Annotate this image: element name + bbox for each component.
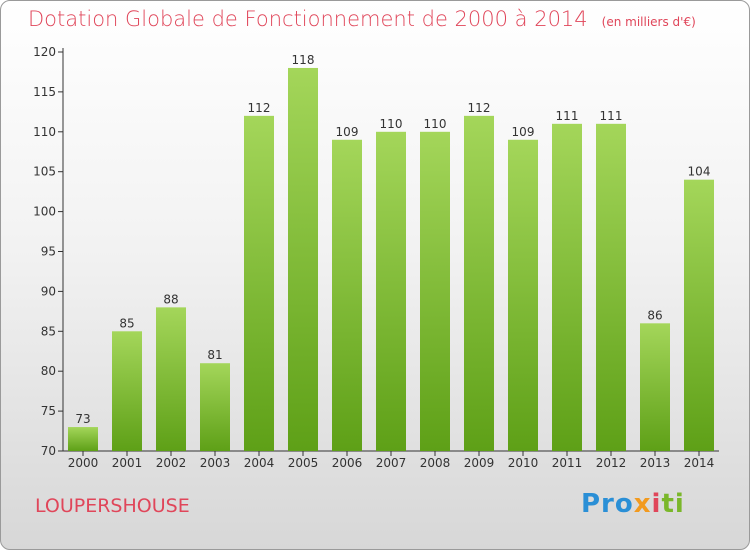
x-tick-label: 2004 [244,456,275,470]
bar-value-label: 104 [688,165,711,179]
bar-value-label: 85 [119,316,134,330]
x-tick-label: 2009 [464,456,495,470]
bar [156,307,186,451]
bar-value-label: 86 [647,308,662,322]
bar-value-label: 111 [556,109,579,123]
y-tick-label: 80 [41,364,56,378]
bar-value-label: 81 [207,348,222,362]
bar [464,115,494,451]
bar [640,323,670,451]
bar [508,139,538,451]
x-tick-label: 2013 [640,456,671,470]
bar-value-label: 73 [75,412,90,426]
x-tick-label: 2005 [288,456,319,470]
y-tick-label: 85 [41,324,56,338]
bar [420,131,450,452]
bar-value-label: 110 [424,117,447,131]
bar-value-label: 110 [380,117,403,131]
bar [332,139,362,451]
bar [244,115,274,451]
bar-value-label: 112 [468,101,491,115]
bar [288,67,318,452]
x-tick-label: 2006 [332,456,363,470]
y-tick-label: 75 [41,404,56,418]
commune-name: LOUPERSHOUSE [35,495,190,517]
x-tick-label: 2014 [684,456,715,470]
y-tick-label: 70 [41,444,56,458]
bar [68,427,98,451]
bar [376,131,406,452]
y-tick-label: 105 [33,165,56,179]
proxiti-logo: Proxiti [581,489,685,519]
y-tick-label: 110 [33,125,56,139]
x-tick-label: 2007 [376,456,407,470]
x-tick-label: 2012 [596,456,627,470]
x-tick-label: 2001 [112,456,143,470]
y-tick-label: 90 [41,284,56,298]
bar-value-label: 112 [248,101,271,115]
bar-value-label: 118 [292,53,315,67]
chart-title-main: Dotation Globale de Fonctionnement de 20… [28,7,588,31]
bar-value-label: 109 [336,125,359,139]
chart-title: Dotation Globale de Fonctionnement de 20… [28,7,696,31]
chart-unit: (en milliers d'€) [601,15,696,29]
bar [200,363,230,451]
bar [684,179,714,451]
bar-value-label: 109 [512,125,535,139]
y-tick-label: 100 [33,205,56,219]
x-tick-label: 2008 [420,456,451,470]
y-tick-label: 95 [41,245,56,259]
y-tick-label: 120 [33,45,56,59]
x-tick-label: 2000 [68,456,99,470]
bar [112,331,142,451]
bar-value-label: 88 [163,292,178,306]
x-tick-label: 2003 [200,456,231,470]
bar [552,123,582,451]
x-tick-label: 2002 [156,456,187,470]
bar-chart: 70 75 80 85 90 95 100 105 110 115 120 73 2000 85 2001 8… [33,45,719,470]
x-tick-label: 2011 [552,456,583,470]
bar [596,123,626,451]
y-tick-label: 115 [33,85,56,99]
x-tick-label: 2010 [508,456,539,470]
bar-value-label: 111 [600,109,623,123]
